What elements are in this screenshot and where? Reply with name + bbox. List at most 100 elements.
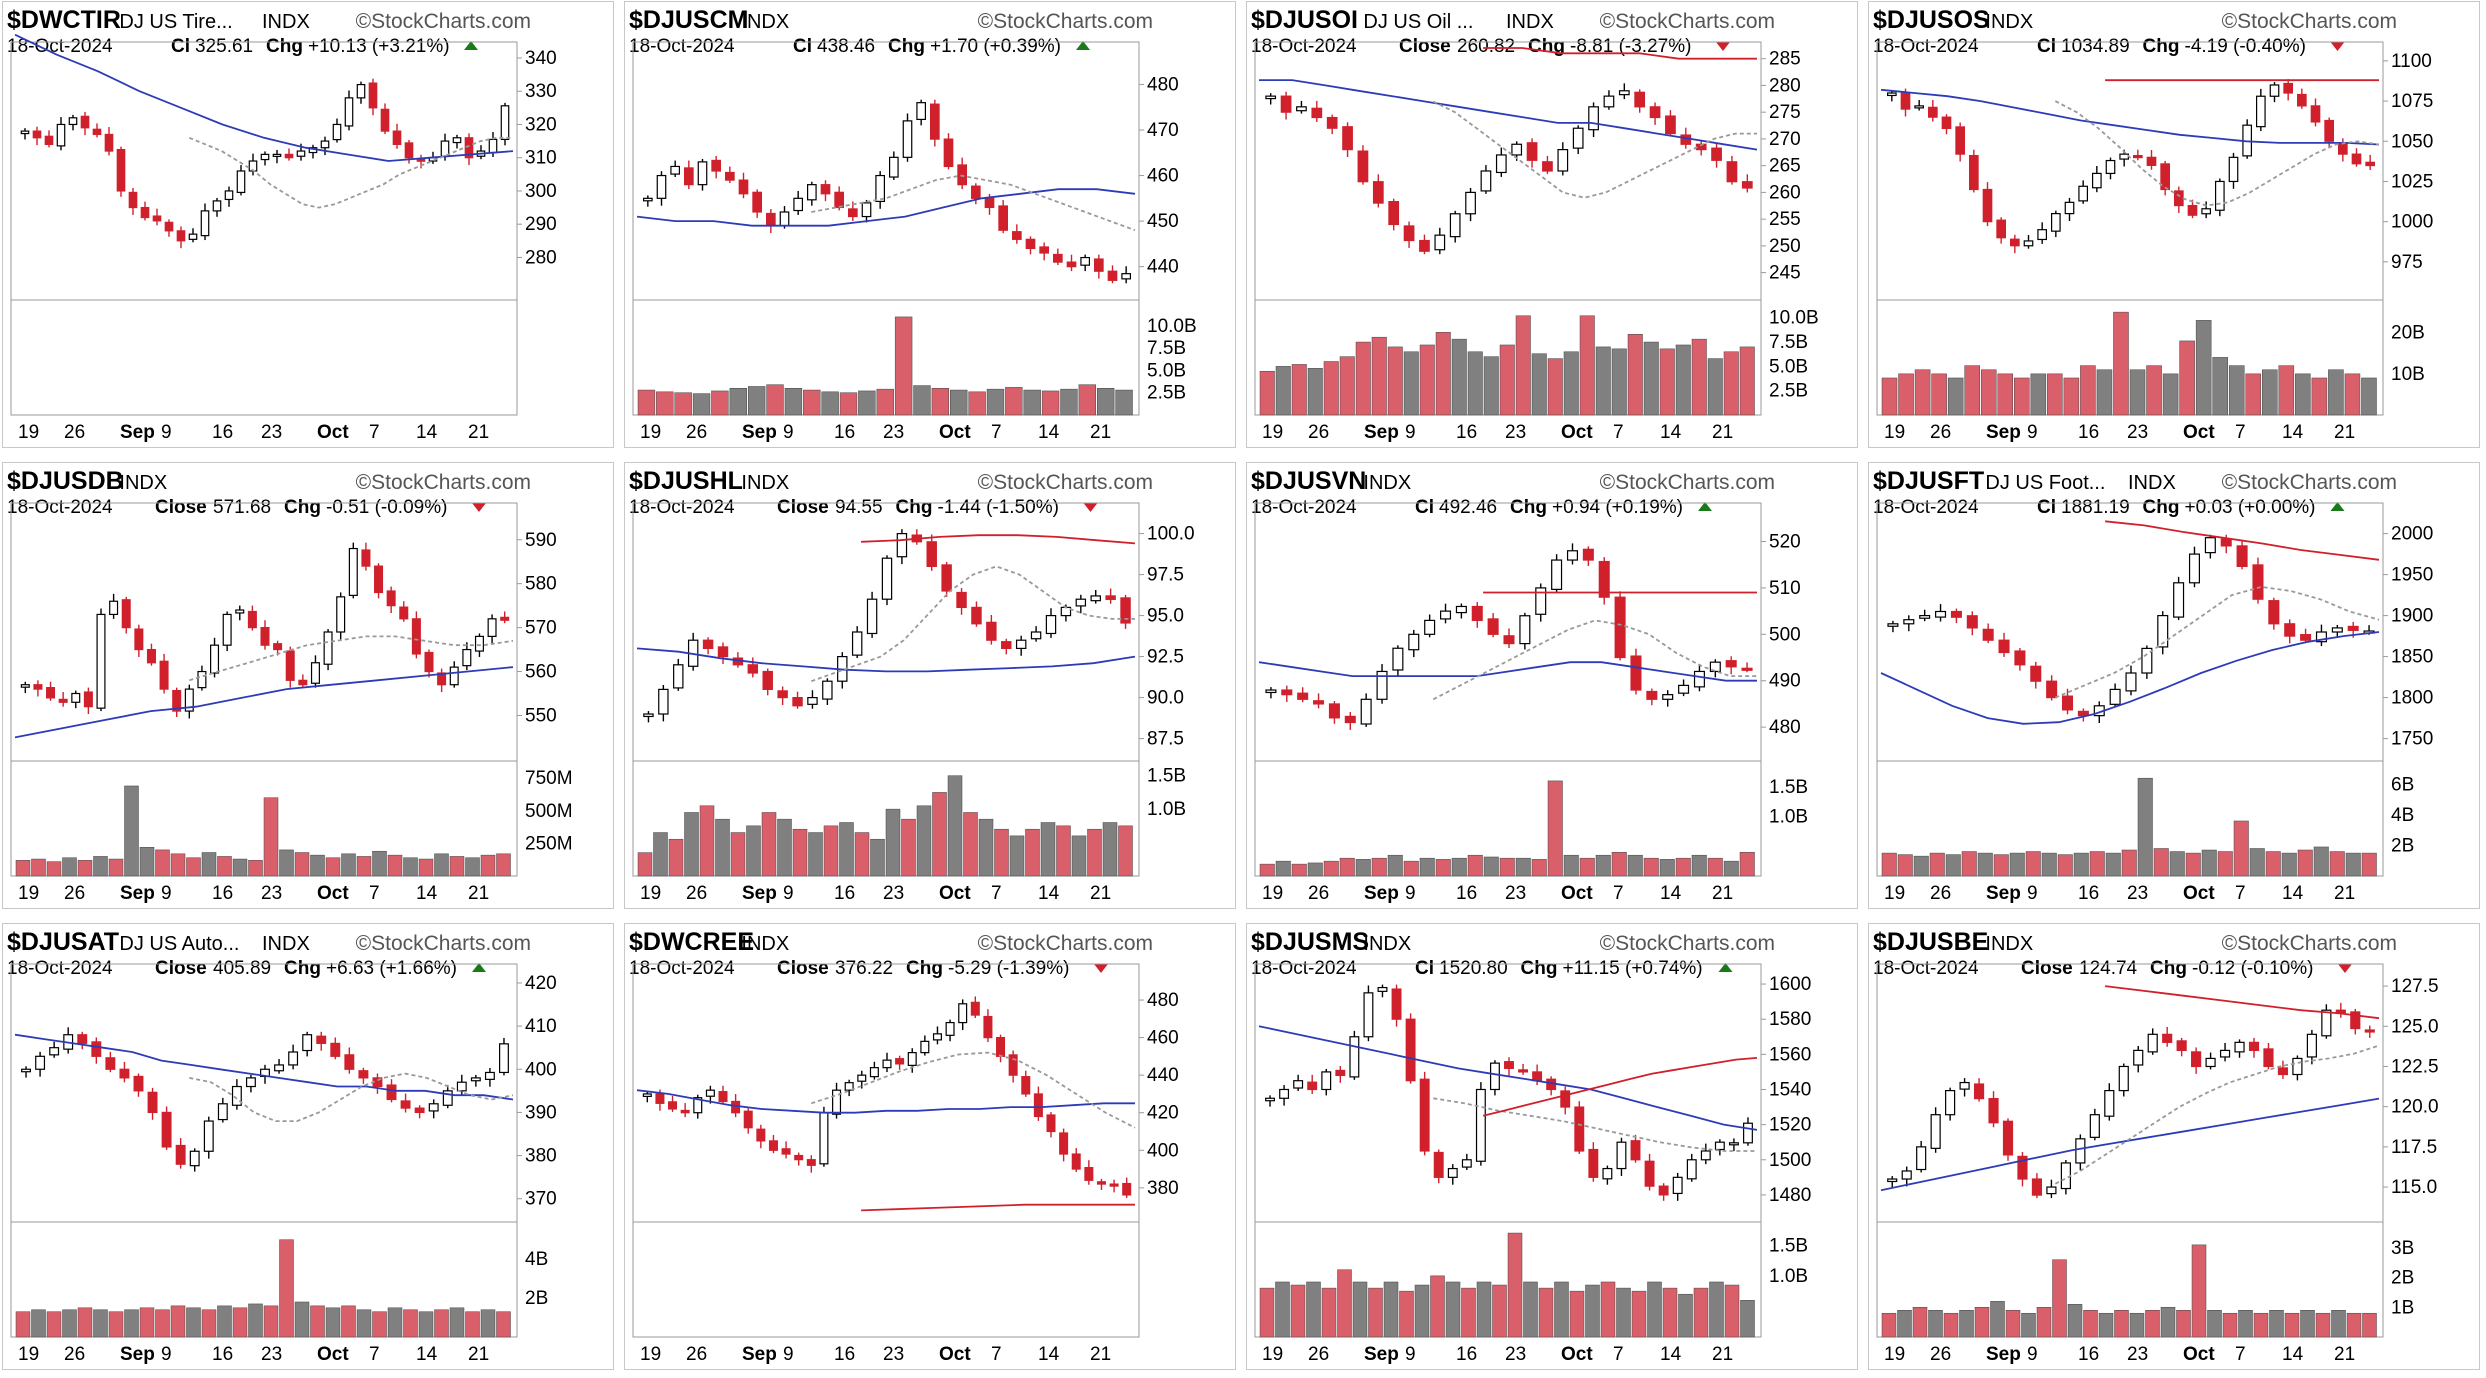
volume-tick-label: 1.5B (1147, 766, 1186, 787)
candle-body (1480, 170, 1492, 192)
volume-bar (2265, 851, 2281, 877)
stockcharts-watermark: ©StockCharts.com (356, 10, 531, 33)
chg-label: Chg (266, 36, 303, 57)
chart-panel[interactable]: $DWCREE INDX ©StockCharts.com 18-Oct-2024 Cl… (624, 923, 1236, 1370)
candle-body (793, 197, 804, 212)
volume-bar (2169, 851, 2185, 877)
candle-body (336, 596, 346, 633)
candle-body (386, 590, 396, 607)
candle-body (1025, 238, 1036, 250)
volume-bar (1387, 854, 1403, 877)
sma-gray-line (811, 174, 1136, 232)
candle-body (1955, 126, 1966, 155)
candle-body (392, 130, 402, 146)
volume-bar (730, 832, 746, 877)
quote-value: 94.55 (835, 497, 883, 518)
candle-body (133, 1075, 144, 1092)
candle-body (288, 1051, 299, 1066)
volume-bar (46, 1311, 62, 1338)
candle-body (2214, 180, 2225, 211)
volume-tick-label: 2B (2391, 1268, 2414, 1289)
candle-body (2046, 1186, 2057, 1195)
x-tick-label: 7 (1613, 422, 1624, 443)
volume-bar (201, 1309, 217, 1338)
candle-body (2061, 695, 2074, 711)
candle-body (212, 200, 222, 212)
chart-panel[interactable]: $DJUSDB INDX ©StockCharts.com 18-Oct-2024 Cl… (2, 462, 614, 909)
chart-panel[interactable]: $DJUSVN INDX ©StockCharts.com 18-Oct-2024 Cl… (1246, 462, 1858, 909)
candle-body (175, 1144, 186, 1165)
x-tick-label: 23 (883, 1344, 904, 1365)
chart-panel[interactable]: $DWCTIR DJ US Tire... INDX ©StockCharts.com… (2, 1, 614, 448)
exchange-label: INDX (1363, 933, 1411, 955)
chart-panel[interactable]: $DJUSOS INDX ©StockCharts.com 18-Oct-2024 Cl… (1868, 1, 2480, 448)
candle-body (2141, 647, 2153, 674)
volume-bar (1881, 852, 1897, 877)
volume-bar (449, 1307, 465, 1338)
candle-body (1930, 1114, 1941, 1149)
candle-body (1471, 605, 1483, 621)
candle-body (1726, 161, 1738, 183)
exchange-label: INDX (1363, 472, 1411, 494)
volume-tick-label: 2.5B (1147, 383, 1186, 404)
candle-body (1326, 116, 1338, 129)
volume-bar (124, 1309, 139, 1338)
exchange-label: INDX (741, 933, 789, 955)
x-tick-label: 21 (1712, 422, 1733, 443)
volume-bar (449, 856, 465, 877)
candle-body (2234, 1041, 2245, 1053)
chg-label: Chg (896, 497, 933, 518)
candle-body (2075, 1138, 2086, 1164)
candle-body (1618, 90, 1630, 96)
volume-bar (1071, 835, 1087, 877)
candle-body (781, 1148, 791, 1155)
candle-body (1728, 1142, 1739, 1146)
volume-bar (403, 857, 418, 877)
chart-panel[interactable]: $DJUSFT DJ US Foot... INDX ©StockCharts.com… (1868, 462, 2480, 909)
volume-bar (418, 858, 434, 877)
candle-body (35, 1055, 46, 1070)
volume-bar (2030, 373, 2047, 416)
candle-body (1743, 1122, 1753, 1144)
y-tick-label: 265 (1769, 156, 1801, 177)
candle-body (1973, 1083, 1985, 1100)
candle-body (2205, 1057, 2216, 1068)
volume-bar (15, 1311, 31, 1338)
candle-body (832, 1089, 842, 1115)
candle-body (128, 191, 138, 209)
chart-panel[interactable]: $DJUSHL INDX ©StockCharts.com 18-Oct-2024 Cl… (624, 462, 1236, 909)
y-tick-label: 330 (525, 81, 557, 102)
volume-bar (1507, 1232, 1523, 1338)
candle-body (1662, 694, 1674, 700)
volume-bar (715, 818, 730, 877)
sma-gray-line (811, 1051, 1136, 1129)
candle-body (743, 1110, 753, 1129)
chart-panel[interactable]: $DJUSOI DJ US Oil ... INDX ©StockCharts.com… (1246, 1, 1858, 448)
volume-bar (31, 858, 46, 877)
volume-bar (2009, 852, 2025, 877)
x-tick-label: 19 (1884, 422, 1905, 443)
volume-bar (2238, 1310, 2253, 1338)
candle-body (747, 664, 759, 674)
arrow-up-icon (2330, 502, 2345, 511)
volume-tick-label: 6B (2391, 774, 2414, 795)
volume-bar (1631, 1290, 1647, 1338)
chart-panel[interactable]: $DJUSMS INDX ©StockCharts.com 18-Oct-2024 Cl… (1246, 923, 1858, 1370)
volume-bar (1993, 854, 2009, 877)
volume-bar (248, 860, 263, 877)
candle-body (834, 191, 845, 209)
volume-bar (823, 825, 839, 877)
candle-body (1121, 273, 1132, 280)
y-tick-label: 380 (525, 1146, 557, 1167)
candle-body (1030, 631, 1042, 640)
x-tick-label: 7 (991, 883, 1002, 904)
chart-panel[interactable]: $DJUSCM INDX ©StockCharts.com 18-Oct-2024 Cl… (624, 1, 1236, 448)
candle-body (1982, 628, 1994, 641)
x-tick-label: 26 (1308, 422, 1329, 443)
chart-panel[interactable]: $DJUSAT DJ US Auto... INDX ©StockCharts.com… (2, 923, 614, 1370)
volume-bar (2080, 365, 2096, 416)
candle-body (437, 672, 447, 686)
exchange-label: INDX (1985, 11, 2033, 33)
chart-panel[interactable]: $DJUSBE INDX ©StockCharts.com 18-Oct-2024 Cl… (1868, 923, 2480, 1370)
volume-bar (1368, 1287, 1383, 1338)
